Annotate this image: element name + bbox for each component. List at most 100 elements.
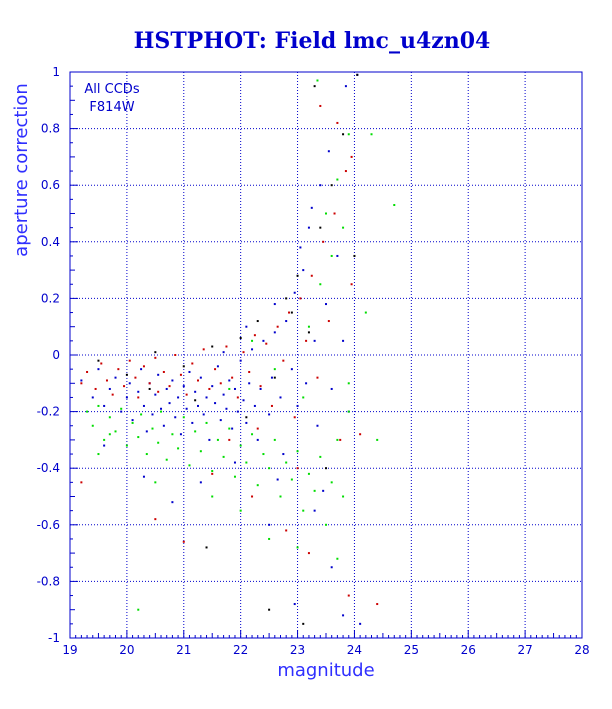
data-point bbox=[330, 184, 333, 187]
data-point bbox=[80, 481, 83, 484]
x-tick-label: 27 bbox=[517, 643, 532, 657]
data-point bbox=[359, 622, 362, 625]
data-point bbox=[154, 356, 157, 359]
x-tick-label: 21 bbox=[176, 643, 191, 657]
data-point bbox=[128, 359, 131, 362]
data-point bbox=[194, 430, 197, 433]
data-point bbox=[197, 404, 199, 407]
data-point bbox=[205, 546, 208, 549]
data-point bbox=[242, 351, 245, 354]
data-point bbox=[342, 339, 345, 342]
data-point bbox=[103, 444, 106, 447]
data-point bbox=[97, 368, 100, 371]
data-point bbox=[148, 382, 151, 385]
data-point bbox=[225, 345, 228, 348]
data-point bbox=[336, 438, 339, 441]
data-point bbox=[222, 351, 225, 354]
data-point bbox=[316, 424, 319, 427]
data-point bbox=[117, 368, 120, 371]
y-tick-label: -0.8 bbox=[37, 574, 60, 588]
data-point bbox=[299, 297, 302, 300]
data-point bbox=[216, 365, 219, 368]
data-point bbox=[313, 339, 316, 342]
data-point bbox=[239, 359, 242, 362]
data-point bbox=[268, 537, 271, 540]
data-point bbox=[154, 518, 157, 521]
data-point bbox=[353, 254, 356, 257]
data-point bbox=[211, 495, 214, 498]
data-point bbox=[197, 379, 199, 382]
data-point bbox=[108, 387, 111, 390]
data-point bbox=[296, 467, 299, 470]
data-point bbox=[140, 413, 143, 416]
data-point bbox=[211, 345, 214, 348]
data-point bbox=[120, 407, 123, 410]
data-point bbox=[350, 155, 353, 158]
data-point bbox=[205, 396, 208, 399]
annotation-ccds: All CCDs bbox=[84, 82, 139, 97]
data-point bbox=[265, 342, 268, 345]
annotation-filter: F814W bbox=[89, 100, 134, 115]
data-point bbox=[157, 373, 160, 376]
data-point bbox=[174, 354, 177, 356]
data-point bbox=[233, 387, 236, 390]
x-tick-label: 25 bbox=[404, 643, 419, 657]
data-point bbox=[285, 461, 288, 464]
x-axis-ticks: 19 20 21 22 23 24 25 26 27 28 bbox=[62, 630, 590, 657]
data-point bbox=[285, 529, 288, 532]
data-point bbox=[319, 455, 322, 458]
data-point bbox=[219, 419, 222, 422]
data-point bbox=[177, 447, 180, 450]
data-point bbox=[154, 481, 157, 484]
y-tick-label: 0.6 bbox=[41, 178, 60, 192]
data-point bbox=[273, 376, 276, 379]
data-point bbox=[339, 438, 342, 441]
data-point bbox=[199, 376, 202, 379]
data-point bbox=[333, 212, 336, 215]
data-point bbox=[268, 467, 271, 470]
data-point bbox=[327, 150, 330, 153]
data-point bbox=[137, 396, 140, 399]
data-point bbox=[91, 396, 94, 399]
data-point bbox=[239, 444, 242, 447]
data-point bbox=[103, 404, 106, 407]
data-point bbox=[125, 373, 128, 376]
data-point bbox=[302, 396, 305, 399]
data-point bbox=[293, 603, 296, 606]
data-point bbox=[302, 509, 305, 512]
y-tick-label: 1 bbox=[52, 65, 60, 79]
data-point bbox=[131, 421, 134, 424]
data-point bbox=[313, 85, 316, 88]
data-point bbox=[145, 453, 148, 456]
data-point bbox=[342, 614, 345, 617]
data-point bbox=[151, 427, 154, 430]
data-point bbox=[222, 455, 225, 458]
data-point bbox=[219, 382, 222, 385]
data-point bbox=[157, 390, 160, 393]
data-point bbox=[160, 410, 163, 413]
data-point bbox=[336, 178, 339, 181]
data-point bbox=[319, 226, 322, 229]
data-point bbox=[290, 311, 293, 314]
data-point bbox=[251, 348, 254, 351]
data-point bbox=[214, 402, 217, 405]
data-point bbox=[256, 320, 259, 323]
data-point bbox=[330, 387, 333, 390]
data-points bbox=[80, 73, 396, 625]
data-point bbox=[182, 365, 185, 368]
data-point bbox=[80, 379, 83, 382]
y-tick-label: 0.4 bbox=[41, 235, 60, 249]
data-point bbox=[251, 495, 254, 498]
data-point bbox=[208, 387, 211, 390]
data-point bbox=[322, 489, 325, 492]
data-point bbox=[270, 376, 273, 379]
data-point bbox=[322, 240, 325, 243]
x-tick-label: 22 bbox=[233, 643, 248, 657]
data-point bbox=[137, 436, 140, 439]
data-point bbox=[174, 416, 177, 419]
data-point bbox=[171, 501, 174, 504]
y-tick-label: -0.6 bbox=[37, 518, 60, 532]
data-point bbox=[285, 297, 288, 300]
